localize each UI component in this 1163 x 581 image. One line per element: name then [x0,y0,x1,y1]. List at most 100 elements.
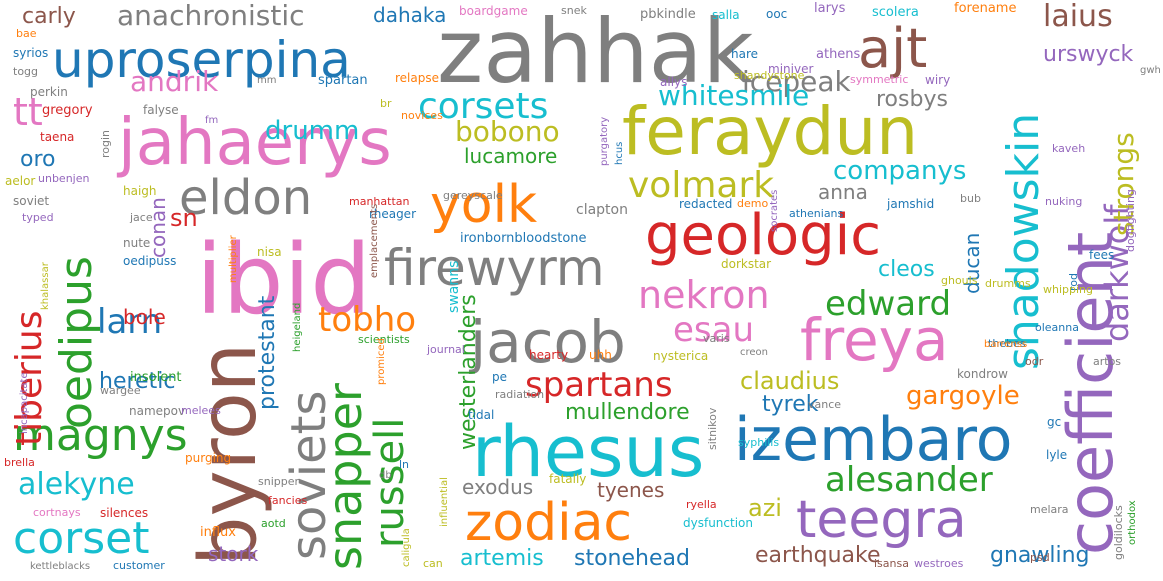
cloud-word: insolent [130,370,182,385]
cloud-word: fees [1089,248,1115,262]
cloud-word: kettleblacks [30,561,91,572]
cloud-word: heigeland [292,302,303,352]
cloud-word: dogfighting [1124,189,1137,252]
cloud-word: pe [492,370,507,384]
cloud-word: scolera [872,5,919,20]
cloud-word: stonehead [574,546,690,571]
cloud-word: novices [401,109,443,122]
cloud-word: relapse [395,71,439,85]
cloud-word: nuking [1045,195,1083,208]
cloud-word: ln [399,458,410,471]
cloud-word: snek [561,4,587,17]
cloud-word: rhesus [472,411,705,493]
cloud-word: influential [439,477,450,527]
cloud-word: urswyck [1043,42,1134,67]
cloud-word: wiry [925,73,951,87]
cloud-word: rosbys [876,87,948,112]
cloud-word: artemis [460,546,544,571]
cloud-word: journal [427,343,465,356]
cloud-word: oedipuss [123,254,177,268]
cloud-word: oleanna [1035,321,1079,334]
cloud-word: freya [800,306,949,374]
cloud-word: cleos [878,257,935,282]
cloud-word: dysfunction [683,516,753,530]
cloud-word: gereyscale [443,189,503,202]
cloud-word: symmetric [850,73,909,86]
cloud-word: alesander [825,460,993,500]
cloud-word: radiation [495,388,545,401]
cloud-word: athens [816,47,861,62]
cloud-word: claudius [740,367,840,395]
cloud-word: manhattan [349,195,410,208]
cloud-word: dahaka [373,3,447,27]
cloud-word: khalassar [40,262,51,310]
cloud-word: syrios [13,46,49,60]
cloud-word: corset [13,513,150,564]
cloud-word: gregory [42,103,93,118]
cloud-word: oro [20,147,56,172]
cloud-word: typed [22,211,54,224]
cloud-word: geologic [645,203,881,268]
cloud-word: ghouls [941,274,978,287]
cloud-word: carly [22,4,76,29]
cloud-word: haigh [123,184,157,198]
cloud-word: socrates [769,189,780,232]
cloud-word: yolk [430,175,538,235]
cloud-word: psd [1030,551,1050,564]
cloud-word: tyrek [762,392,819,417]
cloud-word: ibid [196,224,372,336]
cloud-word: icepeak [742,65,851,98]
cloud-word: tt [13,90,43,134]
cloud-word: eldon [179,170,313,226]
cloud-word: gc [1047,415,1062,429]
cloud-word: taena [40,130,75,144]
cloud-word: volmark [628,165,775,206]
cloud-word: salla [712,8,740,22]
cloud-word: feraydun [622,93,919,170]
cloud-word: uhh [589,348,612,362]
cloud-word: gwh [1140,65,1161,76]
cloud-word: bobono [455,115,560,148]
cloud-word: kaveh [1052,142,1086,155]
cloud-word: heretic [99,369,176,394]
cloud-word: ooc [766,7,788,21]
cloud-word: hearty [529,348,569,362]
cloud-word: stork [208,542,259,566]
cloud-word: brella [4,456,35,469]
cloud-word: snipper [258,475,300,488]
cloud-word: andrik [130,65,219,98]
cloud-word: artos [1093,355,1122,368]
cloud-word: spartan [318,73,368,88]
cloud-word: namepov [129,404,186,418]
cloud-word: ajt [858,17,928,80]
cloud-word: mm [257,75,277,86]
cloud-word: gnawling [990,543,1090,568]
cloud-word: customer [113,559,165,572]
cloud-word: tyenes [597,478,665,502]
cloud-word: whitesmile [658,79,810,112]
cloud-word: shandystone [734,69,805,82]
cloud-word: kondrow [957,367,1008,381]
cloud-word: laius [1043,0,1113,34]
cloud-word: lyle [1046,448,1068,462]
cloud-word: redacted [679,197,733,211]
cloud-word: edward [825,284,952,324]
cloud-word: pbkindle [640,7,696,22]
cloud-word: bole [123,305,166,329]
cloud-word: demo [737,197,769,210]
cloud-word: cortnays [33,506,81,519]
cloud-word: westroes [914,557,964,570]
cloud-word: conan [146,197,170,258]
cloud-word: melees [181,404,221,417]
cloud-word: br [380,97,392,110]
cloud-word: allys [660,75,688,89]
cloud-word: hcus [614,141,625,165]
cloud-word: magnys [13,410,188,461]
cloud-word: gargoyle [906,381,1020,411]
cloud-word: whipping [1043,283,1093,296]
cloud-word: oedipus [51,256,102,429]
cloud-word: bub [960,192,981,205]
cloud-word: isansa [874,557,909,570]
cloud-word: teegra [796,490,967,550]
cloud-word: drumm [265,116,360,146]
